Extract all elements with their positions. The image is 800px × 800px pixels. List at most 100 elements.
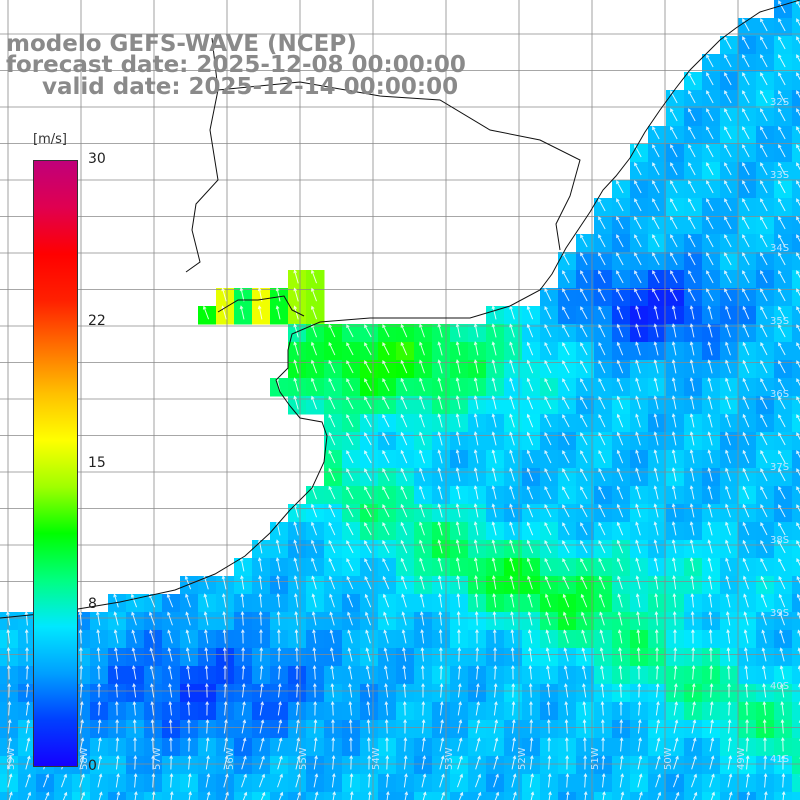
wind-arrow (580, 540, 588, 554)
wind-arrow (565, 754, 569, 770)
wind-arrow (419, 377, 425, 392)
wind-arrow (706, 252, 714, 266)
wind-arrow (653, 467, 659, 482)
wind-arrow (688, 126, 696, 140)
wind-arrow (526, 377, 534, 392)
wind-arrow (600, 683, 605, 698)
wind-arrow (635, 575, 641, 590)
wind-speed-cell (0, 792, 19, 800)
wind-arrow (689, 557, 695, 572)
wind-arrow (346, 360, 354, 374)
wind-arrow (400, 485, 408, 500)
wind-arrow (600, 700, 605, 716)
wind-speed-cell (792, 702, 800, 721)
wind-arrow (562, 522, 570, 536)
wind-arrow (655, 773, 661, 788)
wind-arrow (383, 665, 389, 680)
wind-arrow (400, 557, 408, 572)
wind-arrow (689, 359, 695, 374)
wind-arrow (746, 791, 751, 800)
wind-arrow (312, 664, 317, 680)
wind-speed-cell (468, 792, 487, 800)
wind-arrow (474, 575, 479, 590)
wind-arrow (706, 54, 714, 68)
coastline (0, 0, 800, 619)
wind-arrow (364, 558, 372, 572)
wind-arrow (760, 288, 768, 302)
wind-arrow (544, 503, 552, 518)
wind-arrow (637, 700, 642, 716)
wind-arrow (510, 646, 515, 662)
wind-arrow (168, 701, 173, 716)
wind-arrow (580, 342, 588, 356)
wind-speed-cell (648, 792, 667, 800)
wind-arrow (544, 413, 552, 428)
wind-arrow (761, 629, 767, 644)
wind-arrow (778, 540, 786, 554)
wind-arrow (599, 647, 605, 662)
wind-arrow (492, 593, 497, 608)
wind-arrow (653, 341, 659, 356)
wind-arrow (364, 522, 372, 536)
wind-arrow (473, 323, 479, 338)
wind-arrow (511, 700, 516, 716)
wind-arrow (599, 611, 605, 626)
wind-arrow (475, 719, 481, 734)
wind-arrow (457, 628, 461, 644)
wind-arrow (562, 593, 570, 608)
wind-arrow (526, 449, 534, 464)
wind-arrow (114, 665, 119, 680)
wind-arrow (742, 521, 750, 536)
wind-arrow (634, 198, 642, 212)
wind-arrow (24, 628, 29, 644)
wind-arrow (598, 503, 606, 518)
wind-speed-cell (792, 252, 800, 271)
wind-arrow (635, 323, 641, 338)
wind-arrow (618, 647, 623, 662)
wind-arrow (491, 449, 497, 464)
wind-arrow (580, 378, 588, 392)
wind-arrow (778, 414, 786, 428)
wind-arrow (97, 682, 101, 698)
wind-arrow (366, 683, 371, 698)
wind-arrow (562, 575, 570, 590)
wind-arrow (310, 269, 318, 284)
wind-arrow (494, 791, 500, 800)
wind-arrow (634, 252, 642, 266)
wind-arrow (491, 305, 497, 320)
wind-arrow (382, 432, 390, 446)
wind-arrow (509, 377, 515, 392)
wind-arrow (582, 718, 587, 734)
wind-arrow (688, 216, 696, 230)
wind-arrow (7, 755, 13, 770)
wind-arrow (439, 773, 445, 788)
wind-arrow (778, 342, 786, 356)
wind-arrow (673, 701, 679, 716)
wind-arrow (724, 288, 732, 302)
wind-arrow (328, 341, 336, 356)
wind-arrow (25, 755, 31, 770)
wind-arrow (690, 610, 695, 626)
wind-arrow (709, 664, 714, 680)
wind-arrow (277, 737, 283, 752)
wind-arrow (778, 558, 786, 572)
wind-speed-cell (36, 792, 55, 800)
wind-arrow (742, 341, 750, 356)
wind-arrow (545, 647, 551, 662)
wind-arrow (635, 593, 641, 608)
colorbar-tick-label: 22 (88, 312, 106, 329)
wind-arrow (187, 754, 192, 770)
wind-arrow (511, 719, 516, 734)
wind-arrow (349, 736, 353, 752)
wind-arrow (673, 683, 678, 698)
wind-speed-cell (486, 792, 505, 800)
wind-arrow (457, 719, 463, 734)
wind-arrow (346, 450, 354, 464)
wind-arrow (580, 306, 588, 320)
wind-speed-cell (792, 36, 800, 55)
wind-arrow (760, 486, 768, 500)
wind-arrow (310, 323, 318, 338)
wind-arrow (510, 611, 515, 626)
wind-speed-cell (792, 324, 800, 343)
wind-arrow (437, 539, 443, 554)
